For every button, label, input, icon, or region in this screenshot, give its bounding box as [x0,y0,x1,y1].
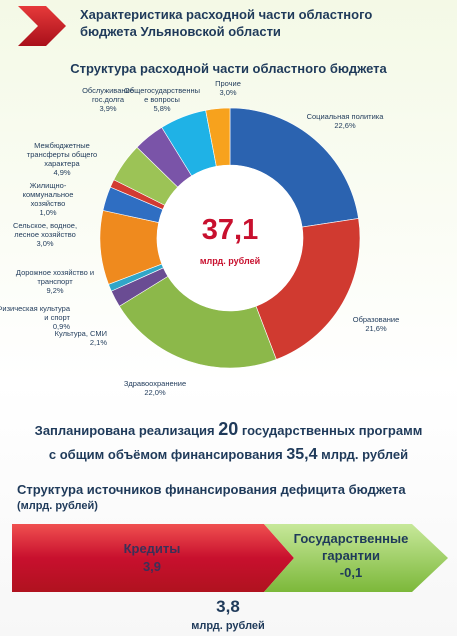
slice-label-general-issues: Общегосударственны е вопросы 5,8% [124,86,200,113]
programs-count: 20 [218,419,239,439]
credits-value: 3,9 [142,559,162,574]
red-chevron-icon [18,6,66,46]
guarantees-block: Государственные гарантии -0,1 [276,530,426,581]
programs-text-1: Запланирована реализация [34,423,215,438]
guarantees-label-line-1: Государственные [293,531,409,546]
slice-label-sport: Физическая культура и спорт 0,9% [0,304,71,331]
credits-label: Кредиты [123,541,181,556]
slice-label-debt-service: Обслуживание гос.долга 3,9% [82,86,134,113]
deficit-unit: (млрд. рублей) [17,500,98,512]
programs-line-1: Запланирована реализация 20 государствен… [10,417,447,443]
programs-text-2: государственных программ [241,423,423,438]
programs-text-4: млрд. рублей [321,447,409,462]
programs-line-2: с общим объёмом финансирования 35,4 млрд… [10,443,447,467]
slice-label-social-policy: Социальная политика 22,6% [307,112,385,130]
programs-summary: Запланирована реализация 20 государствен… [10,417,447,467]
slice-label-interbudget-transfers: Межбюджетные трансферты общего характера 4,… [27,141,97,177]
total-expenditure-unit: млрд. рублей [199,256,261,266]
deficit-sources-bar [12,524,448,592]
deficit-title: Структура источников финансирования дефи… [17,482,406,497]
guarantees-label-line-2: гарантии [321,548,381,563]
page-title: Характеристика расходной части областног… [80,6,450,40]
title-line-2: бюджета Ульяновской области [80,24,281,39]
donut-hole [157,165,303,311]
slice-label-culture-media: Культура, СМИ 2,1% [55,329,108,347]
title-line-1: Характеристика расходной части областног… [80,7,373,22]
credits-segment [12,524,294,592]
slice-label-education: Образование 21,6% [353,315,400,333]
programs-text-3: с общим объёмом финансирования [48,447,283,462]
chart-title: Структура расходной части областного бюд… [70,61,387,76]
header: Характеристика расходной части областног… [0,0,457,52]
slice-label-roads-transport: Дорожное хозяйство и транспорт 9,2% [16,268,94,295]
credits-block: Кредиты 3,9 [92,540,212,576]
guarantees-segment [264,524,448,592]
deficit-total-value: 3,8 [216,597,240,616]
slice-label-agriculture: Сельское, водное, лесное хозяйство 3,0% [13,221,77,248]
expenditure-donut-chart: Социальная политика 22,6% Образование 21,6%… [0,79,400,397]
deficit-total-unit: млрд. рублей [191,620,265,632]
guarantees-value: -0,1 [339,565,363,580]
slice-label-healthcare: Здравоохранение 22,0% [124,379,186,397]
total-expenditure-value: 37,1 [201,214,259,246]
slice-label-housing-utilities: Жилищно-коммунальное хозяйство 1,0% [23,181,74,217]
programs-amount: 35,4 [286,446,318,463]
slice-label-other: Прочие 3,0% [215,79,241,97]
